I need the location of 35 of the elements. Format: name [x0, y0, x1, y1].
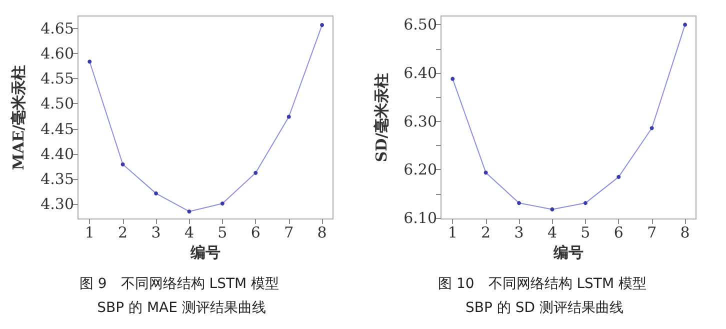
x-tick-label: 1: [448, 224, 458, 242]
x-tick-label: 3: [514, 224, 524, 242]
x-axis-title: 编号: [190, 243, 220, 262]
x-tick-label: 6: [250, 224, 260, 242]
x-tick-label: 7: [284, 224, 294, 242]
y-tick-label: 6.50: [404, 16, 437, 34]
x-tick-label: 4: [547, 224, 558, 242]
y-tick-label: 4.30: [40, 194, 74, 213]
x-tick-label: 6: [614, 224, 624, 242]
y-axis-title: MAE/毫米汞柱: [10, 64, 28, 170]
x-tick-label: 5: [218, 224, 228, 242]
x-axis-title: 编号: [552, 243, 584, 262]
x-tick-label: 8: [317, 224, 327, 242]
y-tick-label: 6.20: [404, 160, 437, 179]
y-tick-label: 4.40: [40, 144, 74, 163]
y-tick-label: 4.60: [40, 44, 74, 63]
x-tick-label: 1: [84, 224, 94, 242]
x-tick-label: 5: [580, 224, 590, 242]
x-tick-label: 4: [184, 224, 194, 242]
y-tick-label: 6.40: [404, 64, 437, 82]
y-tick-label: 4.50: [40, 94, 74, 113]
y-tick-label: 4.45: [40, 120, 74, 138]
text: 图 10 不同网络结构 LSTM 模型 SBP 的 SD 测评结果曲线: [438, 276, 651, 316]
x-tick-label: 2: [118, 224, 128, 242]
y-tick-label: 4.55: [40, 70, 74, 88]
x-tick-label: 8: [680, 224, 690, 242]
y-axis-title: SD/毫米汞柱: [372, 72, 390, 162]
text: 图 9 不同网络结构 LSTM 模型 SBP 的 MAE 测评结果曲线: [79, 276, 284, 316]
y-tick-label: 6.30: [404, 112, 437, 130]
y-tick-label: 4.35: [40, 170, 74, 188]
x-tick-label: 7: [647, 224, 657, 242]
y-tick-label: 6.10: [404, 209, 437, 228]
y-tick-label: 4.65: [40, 20, 74, 38]
x-tick-label: 2: [481, 224, 491, 242]
x-tick-label: 3: [151, 224, 161, 242]
